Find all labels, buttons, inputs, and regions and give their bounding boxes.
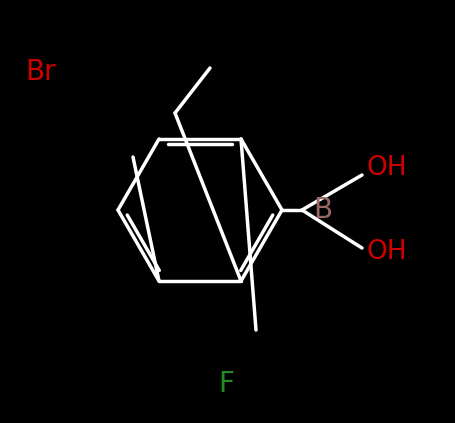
Text: F: F bbox=[217, 370, 233, 398]
Text: Br: Br bbox=[25, 58, 56, 86]
Text: OH: OH bbox=[366, 155, 407, 181]
Text: B: B bbox=[312, 196, 331, 224]
Text: OH: OH bbox=[366, 239, 407, 265]
